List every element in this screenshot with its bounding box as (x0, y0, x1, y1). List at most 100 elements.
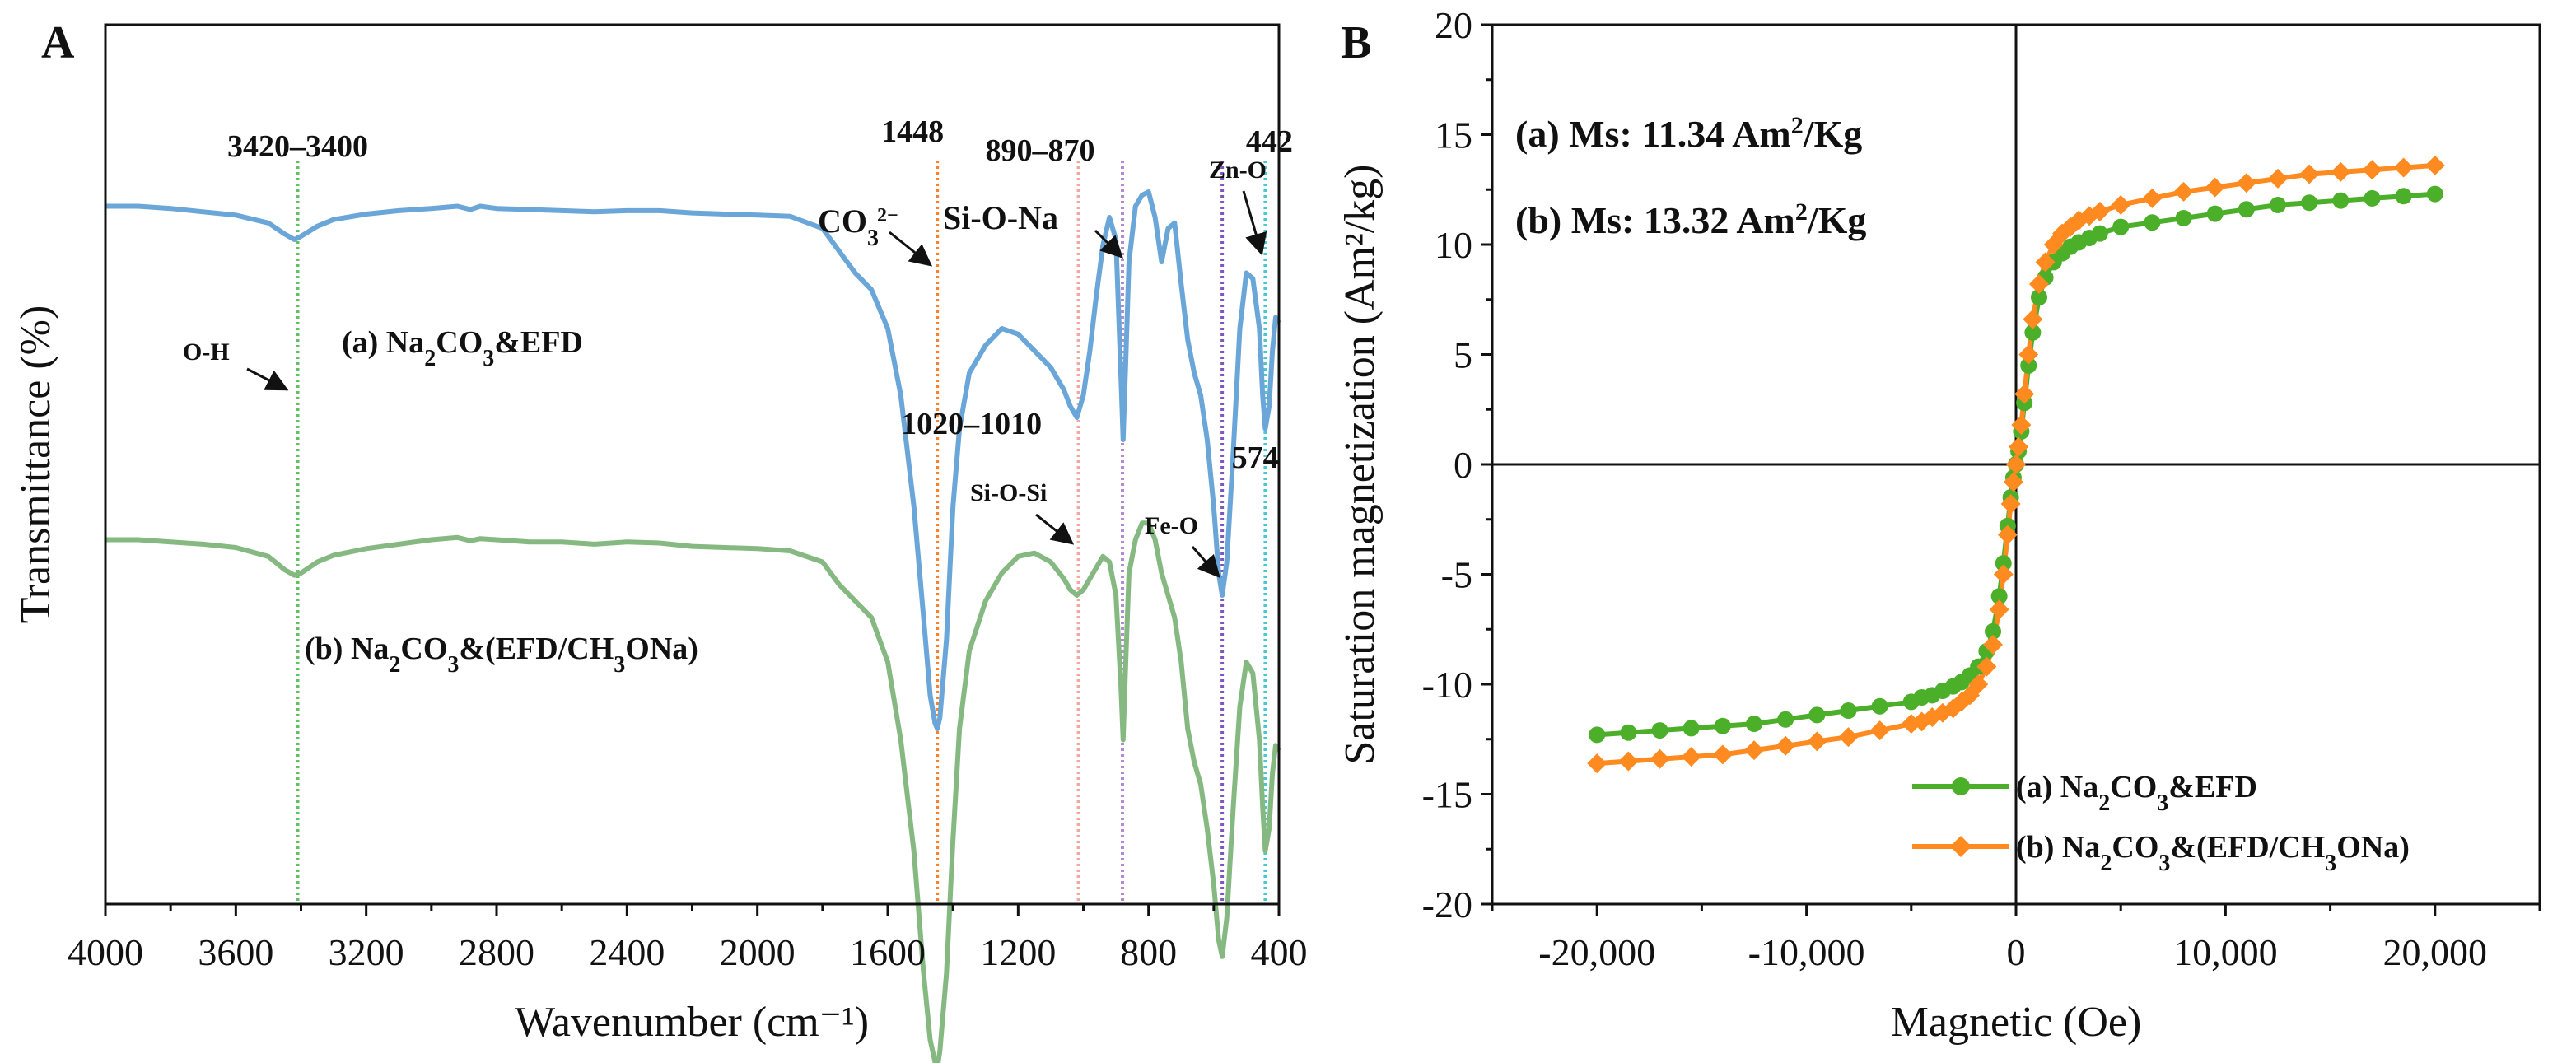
b-point-0-0 (1589, 726, 1606, 744)
b-point-1-25 (2006, 455, 2026, 474)
b-point-0-29 (2020, 357, 2037, 374)
b-point-1-3 (1681, 747, 1701, 767)
b-point-1-30 (2023, 309, 2043, 329)
b-point-1-38 (2089, 201, 2110, 221)
b-point-0-6 (1777, 711, 1794, 728)
b-point-1-21 (1993, 564, 2014, 585)
b-point-0-8 (1840, 702, 1857, 720)
b-point-1-40 (2142, 188, 2163, 208)
b-point-1-32 (2035, 252, 2056, 273)
b-point-1-27 (2011, 414, 2032, 435)
b-point-1-39 (2111, 194, 2131, 215)
b-point-1-28 (2014, 384, 2035, 404)
a-x-tick-label-7: 1200 (980, 931, 1056, 973)
b-legend-marker-1 (1950, 836, 1972, 857)
b-point-1-44 (2268, 168, 2288, 189)
b-point-0-30 (2024, 324, 2042, 341)
a-x-tick-label-5: 2000 (720, 931, 796, 973)
b-point-0-48 (2395, 188, 2412, 205)
b-y-tick-label-2: -10 (1422, 664, 1472, 706)
b-point-1-46 (2331, 161, 2351, 182)
b-point-1-19 (1983, 634, 2004, 655)
b-y-tick-label-0: -20 (1422, 884, 1472, 925)
a-vline-label-5: 442 (1246, 124, 1293, 159)
a-y-axis-label: Transmittance (%) (12, 305, 59, 624)
b-point-0-43 (2238, 201, 2255, 218)
b-point-1-8 (1838, 727, 1859, 748)
b-point-1-48 (2393, 157, 2414, 178)
b-point-1-5 (1744, 740, 1764, 761)
b-point-0-1 (1620, 724, 1637, 741)
b-point-0-3 (1682, 720, 1700, 737)
a-series-line-1 (105, 520, 1281, 1063)
panel-b: B (a) Ms: 11.34 Am2/Kg (b) Ms: 13.32 Am2… (1337, 4, 2541, 1046)
a-vline-label-3: 890–870 (986, 133, 1095, 168)
b-point-1-31 (2028, 274, 2049, 295)
b-point-1-24 (2003, 472, 2023, 492)
a-vlines (296, 161, 1267, 904)
b-point-1-0 (1587, 753, 1608, 774)
a-vline-label-2: 1020–1010 (901, 407, 1042, 441)
a-x-axis: 4000 3600 3200 2800 2400 2000 1600 1200 800 400 (68, 904, 1308, 973)
b-y-tick-label-6: 10 (1435, 224, 1472, 266)
b-ms-annotation-a: (a) Ms: 11.34 Am2/Kg (1515, 112, 1862, 156)
b-legend-label-0: (a) Na2CO3&EFD (2016, 770, 2257, 816)
a-annotations: O-H CO32− Si-O-Na Zn-O Si-O-Si Fe-O (183, 156, 1267, 579)
b-x-axis: -20,000 -10,000 0 10,000 20,000 (1491, 904, 2541, 973)
a-x-tick-label-1: 3600 (198, 931, 273, 973)
a-x-tick-label-4: 2400 (589, 931, 665, 973)
a-series-label-a: (a) Na2CO3&EFD (342, 325, 583, 371)
b-x-tick-label-4: 20,000 (2383, 931, 2488, 973)
b-point-1-43 (2236, 173, 2256, 193)
a-annotation-3: Zn-O (1209, 156, 1267, 184)
b-point-0-20 (1990, 588, 2008, 605)
b-point-0-19 (1985, 622, 2002, 640)
b-y-tick-label-3: -5 (1441, 554, 1472, 596)
a-annotation-0: O-H (183, 338, 230, 366)
a-annotation-arrow-0 (246, 367, 289, 391)
b-x-tick-label-2: 0 (2007, 931, 2026, 973)
b-point-0-9 (1871, 697, 1888, 715)
b-point-1-1 (1618, 751, 1639, 772)
b-point-0-40 (2144, 214, 2161, 231)
b-point-0-49 (2426, 185, 2443, 203)
b-x-tick-label-3: 10,000 (2173, 931, 2278, 973)
b-point-1-47 (2362, 160, 2382, 180)
b-point-1-26 (2009, 436, 2029, 457)
a-x-tick-label-0: 4000 (68, 931, 143, 973)
a-annotation-arrow-4 (1035, 513, 1075, 545)
a-vline-label-0: 3420–3400 (227, 129, 368, 164)
panel-a-label: A (41, 17, 75, 68)
b-y-tick-label-8: 20 (1435, 4, 1472, 46)
a-x-tick-label-9: 400 (1251, 931, 1308, 973)
b-x-axis-label: Magnetic (Oe) (1891, 999, 2142, 1046)
b-y-tick-label-1: -15 (1422, 774, 1472, 816)
b-point-0-21 (1995, 555, 2012, 572)
b-point-1-41 (2173, 181, 2194, 202)
b-legend-marker-0 (1952, 777, 1970, 795)
b-y-axis-label: Saturation magnetization (Am²/kg) (1337, 165, 1384, 765)
b-y-tick-label-7: 15 (1435, 114, 1472, 156)
a-vline-labels: 3420–3400 1448 1020–1010 890–870 574 442 (227, 114, 1293, 475)
b-point-0-7 (1808, 706, 1826, 724)
b-point-0-5 (1746, 716, 1762, 733)
a-series (105, 189, 1281, 1063)
b-x-tick-label-1: -10,000 (1748, 931, 1865, 973)
a-annotation-4: Si-O-Si (970, 479, 1047, 506)
a-annotation-1: CO32− (818, 203, 898, 251)
a-x-tick-label-8: 800 (1120, 931, 1177, 973)
b-x-tick-label-0: -20,000 (1538, 931, 1655, 973)
b-y-tick-label-4: 0 (1454, 444, 1472, 486)
a-annotation-arrow-1 (889, 231, 933, 267)
b-point-0-47 (2364, 189, 2381, 207)
b-point-1-7 (1807, 731, 1827, 752)
panel-a: A 3420–3400 1448 1020–1010 890–870 574 442 O-… (12, 17, 1308, 1063)
b-point-0-4 (1714, 717, 1731, 734)
a-annotation-5: Fe-O (1145, 512, 1198, 539)
a-x-tick-label-3: 2800 (459, 931, 534, 973)
b-point-0-31 (2030, 289, 2047, 306)
a-x-tick-label-6: 1600 (850, 931, 926, 973)
b-point-1-18 (1976, 656, 1997, 677)
b-point-0-46 (2332, 192, 2350, 209)
a-series-label-b: (b) Na2CO3&(EFD/CH3ONa) (305, 632, 698, 678)
